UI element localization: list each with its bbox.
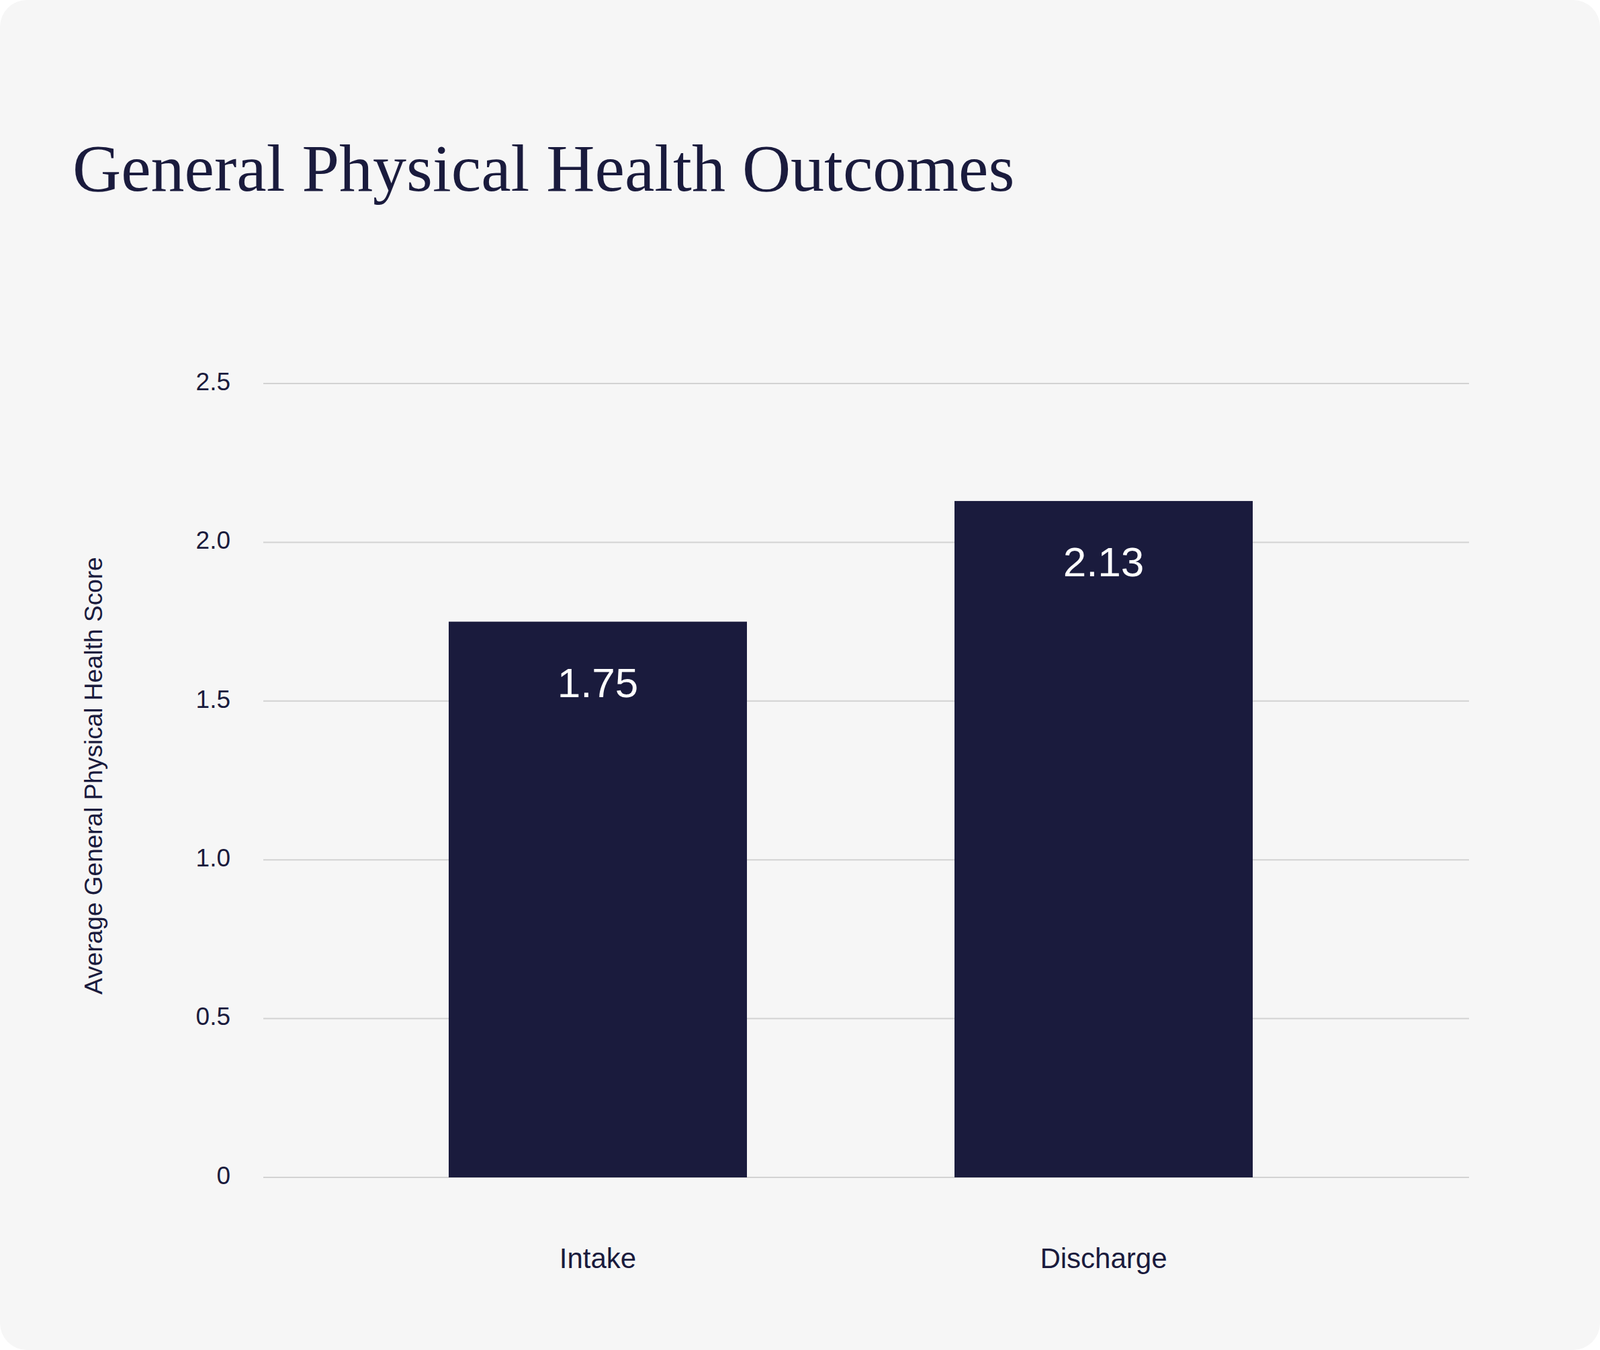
- grid-line: [263, 541, 1470, 543]
- bar: [448, 621, 747, 1178]
- y-tick-label: 0.5: [196, 1002, 231, 1031]
- data-label: 2.13: [1063, 538, 1145, 586]
- y-tick-label: 2.5: [196, 368, 231, 396]
- y-tick-label: 1.0: [196, 844, 231, 872]
- bars: [448, 501, 1253, 1178]
- data-label: 1.75: [557, 659, 639, 706]
- grid-line: [263, 1018, 1470, 1020]
- grid-line: [263, 382, 1470, 385]
- title: General Physical Health Outcomes: [72, 130, 1015, 206]
- background: [0, 0, 1600, 1350]
- bar: [954, 501, 1253, 1178]
- y-tick-label: 2.0: [196, 526, 231, 555]
- y-tick-label: 1.5: [196, 685, 231, 714]
- x-tick-label: Intake: [559, 1242, 637, 1275]
- grid-line: [263, 1176, 1470, 1179]
- y-axis-label: Average General Physical Health Score: [79, 556, 108, 995]
- grid-line: [263, 859, 1470, 861]
- x-tick-label: Discharge: [1039, 1242, 1167, 1275]
- grid-line: [263, 700, 1470, 702]
- y-tick-label: 0: [216, 1162, 231, 1190]
